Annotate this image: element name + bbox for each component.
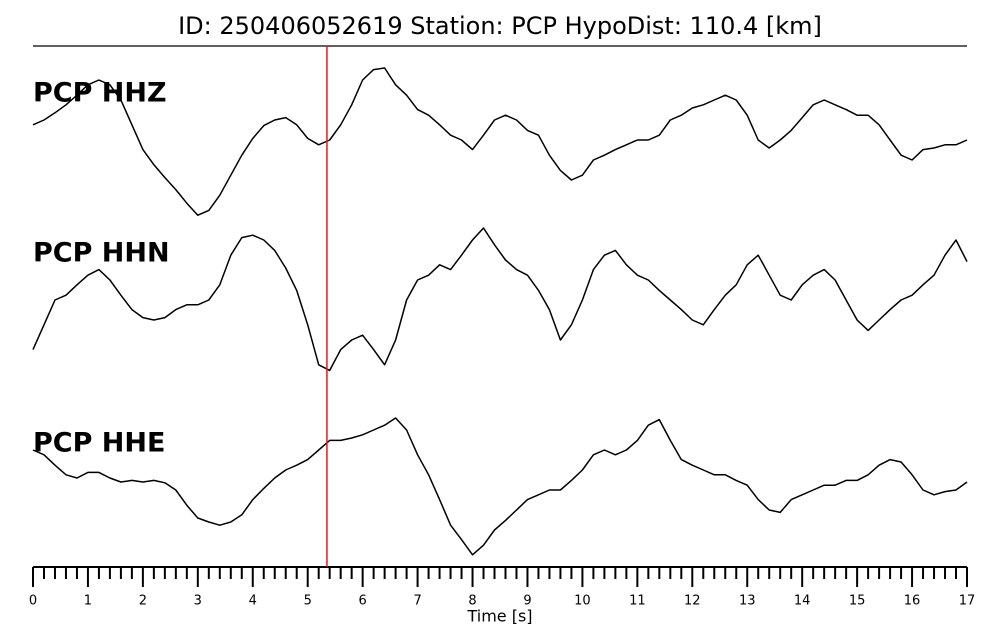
trace: [32, 417, 968, 556]
trace: [32, 67, 968, 216]
trace-label: PCP HHE: [33, 428, 165, 459]
x-tick-label: 15: [849, 594, 866, 609]
x-tick-label: 4: [249, 594, 257, 609]
x-tick-label: 6: [359, 594, 367, 609]
x-axis-label: Time [s]: [466, 607, 532, 626]
x-tick-label: 7: [413, 594, 421, 609]
x-tick-label: 13: [739, 594, 756, 609]
x-tick-label: 0: [29, 594, 37, 609]
x-tick-label: 8: [468, 594, 476, 609]
x-tick-label: 1: [84, 594, 92, 609]
x-tick-label: 17: [959, 594, 976, 609]
x-tick-label: 16: [904, 594, 921, 609]
chart-title: ID: 250406052619 Station: PCP HypoDist: …: [178, 12, 822, 40]
x-tick-label: 10: [574, 594, 591, 609]
trace-label: PCP HHZ: [33, 78, 167, 109]
trace-label: PCP HHN: [33, 238, 170, 269]
x-tick-label: 11: [629, 594, 646, 609]
x-tick-label: 9: [523, 594, 531, 609]
x-tick-label: 2: [139, 594, 147, 609]
trace: [32, 227, 968, 372]
x-tick-label: 5: [304, 594, 312, 609]
x-tick-label: 12: [684, 594, 701, 609]
x-tick-label: 3: [194, 594, 202, 609]
x-tick-label: 14: [794, 594, 811, 609]
